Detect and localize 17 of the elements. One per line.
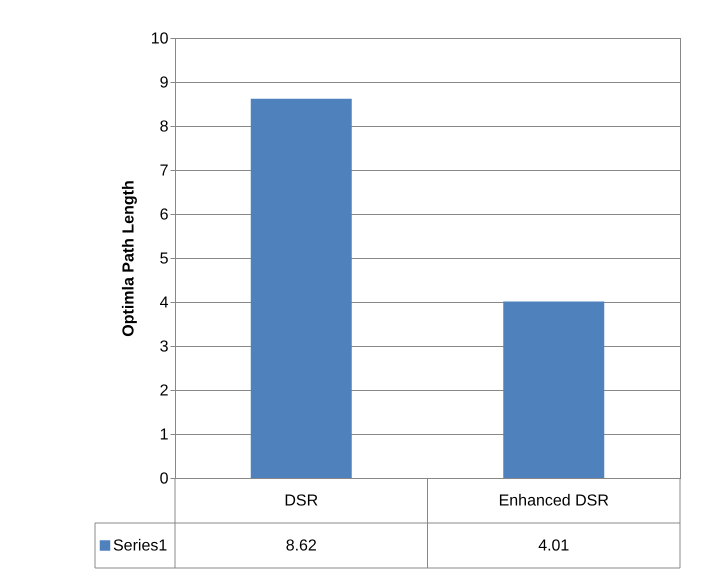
data-label: 8.62	[286, 538, 317, 554]
legend-label: Series1	[113, 538, 168, 554]
y-tick-label: 3	[160, 338, 169, 356]
y-tick-label: 5	[160, 250, 169, 268]
y-tick-label: 2	[160, 382, 169, 400]
y-tick-label: 7	[160, 162, 169, 180]
y-tick-label: 6	[160, 206, 169, 224]
y-tick-label: 8	[160, 118, 169, 136]
y-axis-title: Optimla Path Length	[120, 180, 138, 337]
y-tick-label: 10	[150, 30, 169, 48]
x-tick-label: DSR	[284, 492, 318, 510]
y-tick-label: 0	[160, 470, 169, 488]
data-label: 4.01	[538, 538, 570, 554]
x-tick-label: Enhanced DSR	[498, 492, 609, 510]
y-tick-label: 1	[160, 426, 169, 444]
y-tick-label: 4	[160, 294, 169, 312]
y-tick-label: 9	[160, 74, 169, 92]
